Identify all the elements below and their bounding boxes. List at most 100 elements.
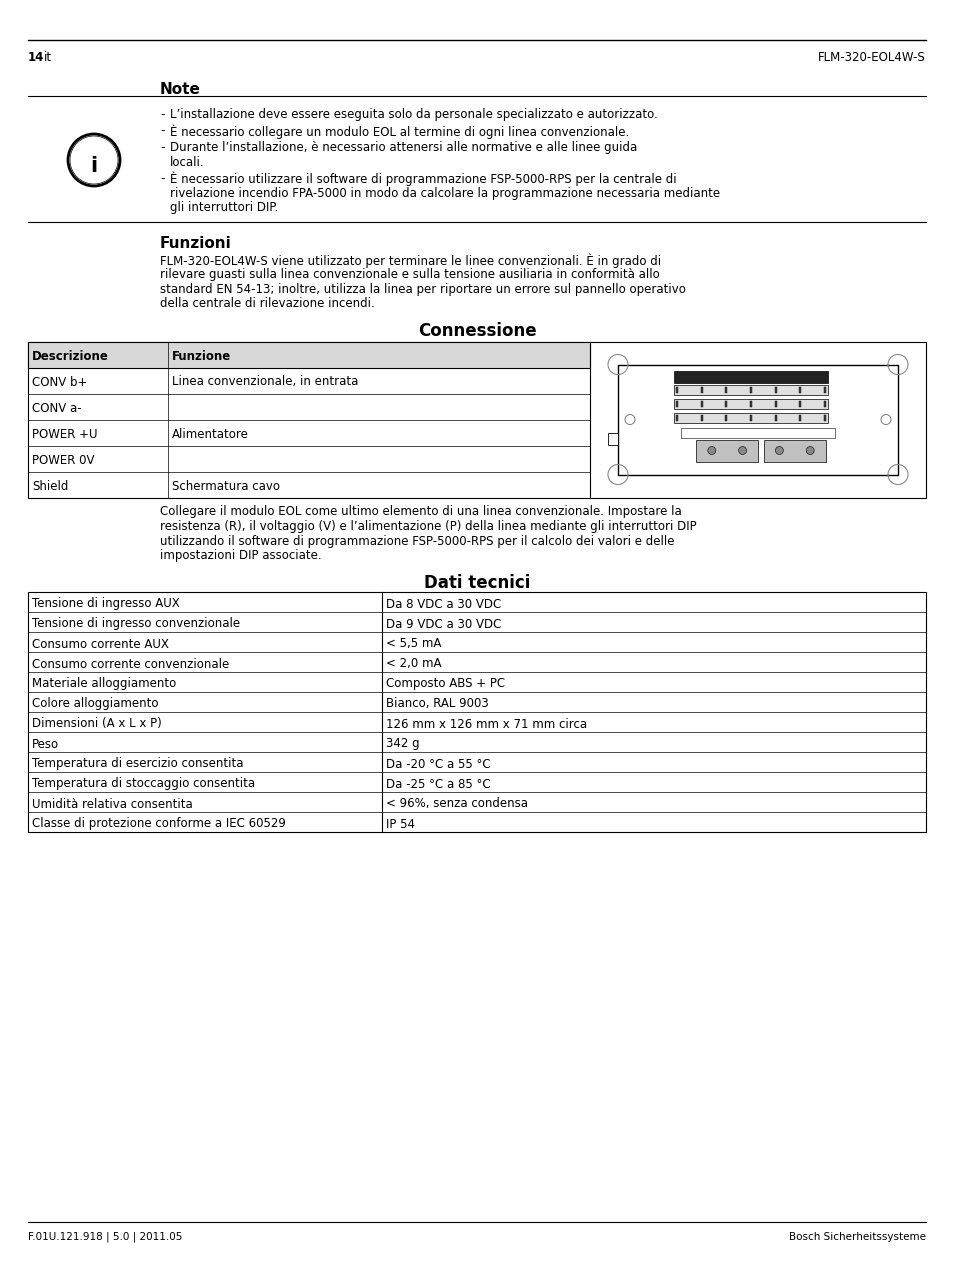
Bar bbox=[696, 440, 758, 461]
Bar bbox=[774, 386, 776, 392]
Text: Linea convenzionale, in entrata: Linea convenzionale, in entrata bbox=[172, 376, 358, 389]
Bar bbox=[673, 385, 827, 395]
Text: Umidità relativa consentita: Umidità relativa consentita bbox=[32, 798, 193, 810]
Text: Consumo corrente convenzionale: Consumo corrente convenzionale bbox=[32, 657, 229, 670]
Text: Temperatura di esercizio consentita: Temperatura di esercizio consentita bbox=[32, 758, 243, 771]
Text: Da 8 VDC a 30 VDC: Da 8 VDC a 30 VDC bbox=[386, 598, 500, 610]
Text: Da 9 VDC a 30 VDC: Da 9 VDC a 30 VDC bbox=[386, 618, 501, 631]
Text: Composto ABS + PC: Composto ABS + PC bbox=[386, 678, 504, 691]
Text: 126 mm x 126 mm x 71 mm circa: 126 mm x 126 mm x 71 mm circa bbox=[386, 717, 586, 730]
Bar bbox=[724, 414, 726, 420]
Bar bbox=[28, 341, 589, 367]
Text: < 5,5 mA: < 5,5 mA bbox=[386, 637, 441, 651]
Text: della centrale di rilevazione incendi.: della centrale di rilevazione incendi. bbox=[160, 297, 375, 310]
Bar bbox=[774, 400, 776, 406]
Bar bbox=[673, 371, 827, 382]
Bar bbox=[799, 414, 801, 420]
Text: L’installazione deve essere eseguita solo da personale specializzato e autorizza: L’installazione deve essere eseguita sol… bbox=[170, 108, 657, 121]
Bar bbox=[823, 414, 825, 420]
Text: Da -25 °C a 85 °C: Da -25 °C a 85 °C bbox=[386, 777, 490, 790]
Text: FLM-320-EOL4W-S: FLM-320-EOL4W-S bbox=[818, 51, 925, 64]
Text: Note: Note bbox=[160, 82, 201, 97]
Text: -: - bbox=[160, 125, 164, 138]
Text: Connessione: Connessione bbox=[417, 321, 536, 339]
Text: Tensione di ingresso AUX: Tensione di ingresso AUX bbox=[32, 598, 179, 610]
Bar bbox=[680, 428, 834, 437]
Text: locali.: locali. bbox=[170, 155, 204, 168]
Text: resistenza (R), il voltaggio (V) e l’alimentazione (P) della linea mediante gli : resistenza (R), il voltaggio (V) e l’ali… bbox=[160, 520, 696, 533]
Text: Materiale alloggiamento: Materiale alloggiamento bbox=[32, 678, 176, 691]
Text: È necessario utilizzare il software di programmazione FSP-5000-RPS per la centra: È necessario utilizzare il software di p… bbox=[170, 172, 676, 186]
Circle shape bbox=[738, 446, 746, 455]
Circle shape bbox=[707, 446, 715, 455]
Text: Temperatura di stoccaggio consentita: Temperatura di stoccaggio consentita bbox=[32, 777, 254, 790]
Bar bbox=[673, 399, 827, 409]
Bar bbox=[823, 400, 825, 406]
Text: POWER 0V: POWER 0V bbox=[32, 454, 94, 466]
Text: F.01U.121.918 | 5.0 | 2011.05: F.01U.121.918 | 5.0 | 2011.05 bbox=[28, 1232, 182, 1242]
Bar bbox=[724, 400, 726, 406]
Bar bbox=[799, 386, 801, 392]
Text: -: - bbox=[160, 172, 164, 185]
Bar bbox=[673, 413, 827, 423]
Text: CONV b+: CONV b+ bbox=[32, 376, 88, 389]
Text: Tensione di ingresso convenzionale: Tensione di ingresso convenzionale bbox=[32, 618, 240, 631]
Bar bbox=[700, 414, 702, 420]
Bar bbox=[700, 386, 702, 392]
Text: -: - bbox=[160, 108, 164, 121]
Bar bbox=[700, 400, 702, 406]
Text: Peso: Peso bbox=[32, 738, 59, 750]
Text: IP 54: IP 54 bbox=[386, 818, 415, 831]
Bar bbox=[607, 433, 618, 445]
Text: Shield: Shield bbox=[32, 479, 69, 493]
Text: FLM-320-EOL4W-S viene utilizzato per terminare le linee convenzionali. È in grad: FLM-320-EOL4W-S viene utilizzato per ter… bbox=[160, 254, 660, 268]
Bar bbox=[799, 400, 801, 406]
Text: utilizzando il software di programmazione FSP-5000-RPS per il calcolo dei valori: utilizzando il software di programmazion… bbox=[160, 535, 674, 548]
Text: Alimentatore: Alimentatore bbox=[172, 428, 249, 441]
Circle shape bbox=[775, 446, 782, 455]
Text: Consumo corrente AUX: Consumo corrente AUX bbox=[32, 637, 169, 651]
Bar bbox=[28, 591, 925, 832]
Text: È necessario collegare un modulo EOL al termine di ogni linea convenzionale.: È necessario collegare un modulo EOL al … bbox=[170, 125, 629, 139]
Text: Da -20 °C a 55 °C: Da -20 °C a 55 °C bbox=[386, 758, 490, 771]
Text: it: it bbox=[44, 51, 52, 64]
Text: Dimensioni (A x L x P): Dimensioni (A x L x P) bbox=[32, 717, 162, 730]
Bar bbox=[763, 440, 824, 461]
Bar bbox=[749, 386, 751, 392]
Text: 342 g: 342 g bbox=[386, 738, 419, 750]
Bar bbox=[749, 400, 751, 406]
Text: standard EN 54-13; inoltre, utilizza la linea per riportare un errore sul pannel: standard EN 54-13; inoltre, utilizza la … bbox=[160, 283, 685, 296]
Text: gli interruttori DIP.: gli interruttori DIP. bbox=[170, 201, 278, 214]
Bar bbox=[618, 364, 897, 474]
Circle shape bbox=[805, 446, 813, 455]
Text: Funzione: Funzione bbox=[172, 349, 231, 363]
Text: rilevare guasti sulla linea convenzionale e sulla tensione ausiliaria in conform: rilevare guasti sulla linea convenzional… bbox=[160, 268, 659, 282]
Bar bbox=[28, 341, 925, 498]
Text: < 96%, senza condensa: < 96%, senza condensa bbox=[386, 798, 527, 810]
Text: 14: 14 bbox=[28, 51, 45, 64]
Text: rivelazione incendio FPA-5000 in modo da calcolare la programmazione necessaria : rivelazione incendio FPA-5000 in modo da… bbox=[170, 186, 720, 200]
Bar bbox=[676, 386, 678, 392]
Bar bbox=[749, 414, 751, 420]
Bar bbox=[676, 414, 678, 420]
Text: -: - bbox=[160, 141, 164, 154]
Text: Dati tecnici: Dati tecnici bbox=[423, 573, 530, 591]
Bar bbox=[676, 400, 678, 406]
Text: POWER +U: POWER +U bbox=[32, 428, 97, 441]
Bar bbox=[823, 386, 825, 392]
Text: Durante l’installazione, è necessario attenersi alle normative e alle linee guid: Durante l’installazione, è necessario at… bbox=[170, 141, 637, 154]
Text: Collegare il modulo EOL come ultimo elemento di una linea convenzionale. Imposta: Collegare il modulo EOL come ultimo elem… bbox=[160, 506, 681, 519]
Bar bbox=[724, 386, 726, 392]
Text: < 2,0 mA: < 2,0 mA bbox=[386, 657, 441, 670]
Bar bbox=[774, 414, 776, 420]
Text: Funzioni: Funzioni bbox=[160, 236, 232, 251]
Text: Schermatura cavo: Schermatura cavo bbox=[172, 479, 280, 493]
Text: i: i bbox=[91, 155, 97, 176]
Text: Bosch Sicherheitssysteme: Bosch Sicherheitssysteme bbox=[788, 1232, 925, 1242]
Text: Bianco, RAL 9003: Bianco, RAL 9003 bbox=[386, 697, 488, 711]
Text: impostazioni DIP associate.: impostazioni DIP associate. bbox=[160, 549, 321, 562]
Text: Descrizione: Descrizione bbox=[32, 349, 109, 363]
Text: Classe di protezione conforme a IEC 60529: Classe di protezione conforme a IEC 6052… bbox=[32, 818, 286, 831]
Text: Colore alloggiamento: Colore alloggiamento bbox=[32, 697, 158, 711]
Text: CONV a-: CONV a- bbox=[32, 401, 82, 414]
